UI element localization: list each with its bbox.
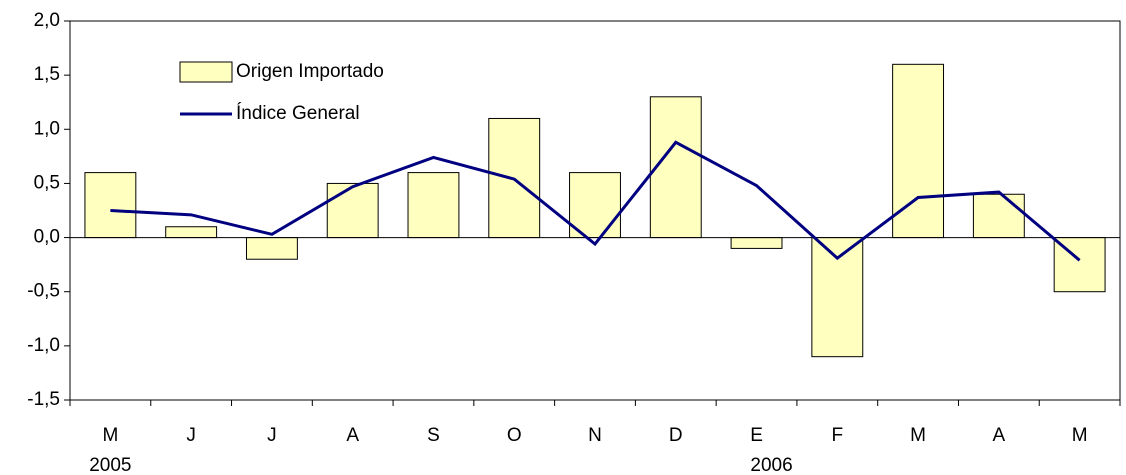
legend-label: Índice General xyxy=(236,103,360,124)
x-tick-label: M xyxy=(102,425,118,446)
x-tick-label: M xyxy=(910,425,926,446)
y-tick-label: 0,5 xyxy=(34,172,60,193)
x-tick-label: O xyxy=(507,425,522,446)
x-tick-label: A xyxy=(993,425,1006,446)
bar xyxy=(326,182,379,239)
x-tick-label: S xyxy=(427,425,440,446)
y-tick-label: 2,0 xyxy=(34,10,60,31)
bar xyxy=(245,237,298,260)
bar xyxy=(649,96,702,239)
bar xyxy=(972,193,1025,239)
x-tick-label: A xyxy=(346,425,359,446)
x-tick-label: N xyxy=(588,425,602,446)
x-tick-label: J xyxy=(267,425,277,446)
y-tick-label: 0,0 xyxy=(34,227,60,248)
plot-frame xyxy=(69,20,1121,401)
x-group-label: 2006 xyxy=(750,455,792,475)
bar xyxy=(407,172,460,239)
line xyxy=(110,140,1081,262)
x-tick-label: E xyxy=(750,425,763,446)
x-tick-label: D xyxy=(669,425,683,446)
y-tick-label: -1,0 xyxy=(27,335,60,356)
x-tick-label: J xyxy=(186,425,196,446)
y-tick-label: -1,5 xyxy=(27,389,60,410)
bar xyxy=(811,237,864,358)
y-tick-label: 1,0 xyxy=(34,118,60,139)
bar xyxy=(165,226,218,239)
bar xyxy=(84,172,137,239)
legend-label: Origen Importado xyxy=(236,61,384,82)
x-tick-label: M xyxy=(1072,425,1088,446)
y-tick-label: -0,5 xyxy=(27,281,60,302)
legend-swatch xyxy=(179,61,233,83)
x-group-label: 2005 xyxy=(89,455,131,475)
x-tick-label: F xyxy=(832,425,844,446)
y-tick-label: 1,5 xyxy=(34,64,60,85)
bar xyxy=(730,237,783,249)
